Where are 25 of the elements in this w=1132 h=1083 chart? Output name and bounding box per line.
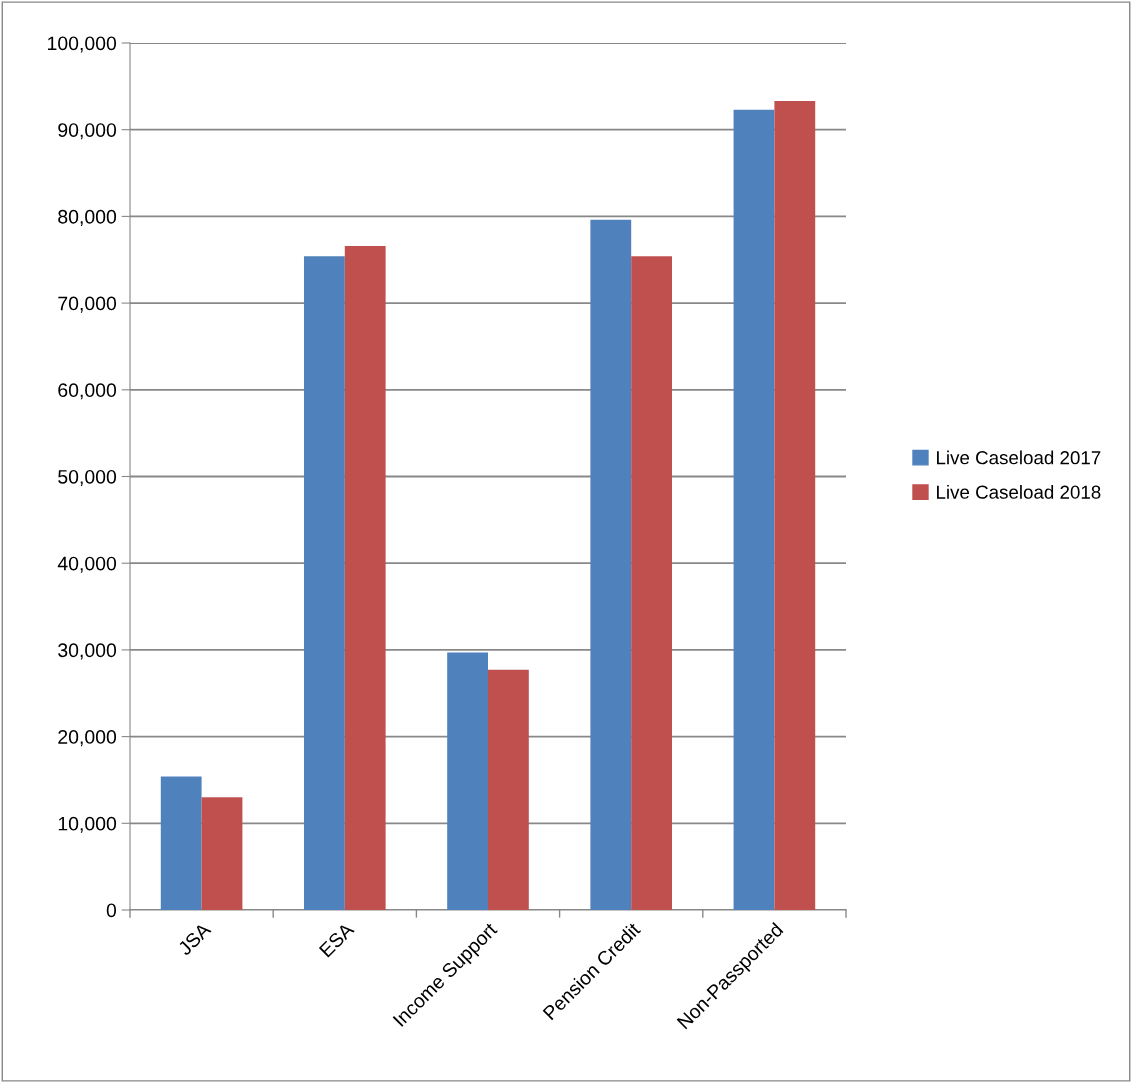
bar [590,219,632,910]
y-tick-label: 10,000 [58,816,117,833]
legend-label: Live Caseload 2018 [937,485,1101,499]
y-tick-label: 50,000 [58,469,117,487]
bar [344,245,386,910]
y-tick-label: 40,000 [57,556,117,573]
y-tick-label: 100,000 [48,36,117,53]
legend-label: Live Caseload 2017 [937,450,1101,465]
y-tick-label: 60,000 [58,383,117,400]
y-tick-label: 90,000 [58,123,117,140]
bar [631,256,673,910]
bar [733,109,775,910]
y-tick-label: 0 [106,903,117,918]
bar [447,652,488,910]
y-tick-label: 20,000 [58,730,117,747]
y-tick-label: 70,000 [58,296,117,313]
bar [303,256,345,910]
y-tick-label: 80,000 [58,209,117,226]
y-tick-label: 30,000 [58,643,117,660]
bar [160,776,202,910]
bar [488,669,529,910]
x-tick-label: JSA [176,921,212,957]
bar [774,101,816,910]
x-tick-label: ESA [318,921,355,958]
bar [201,797,243,910]
